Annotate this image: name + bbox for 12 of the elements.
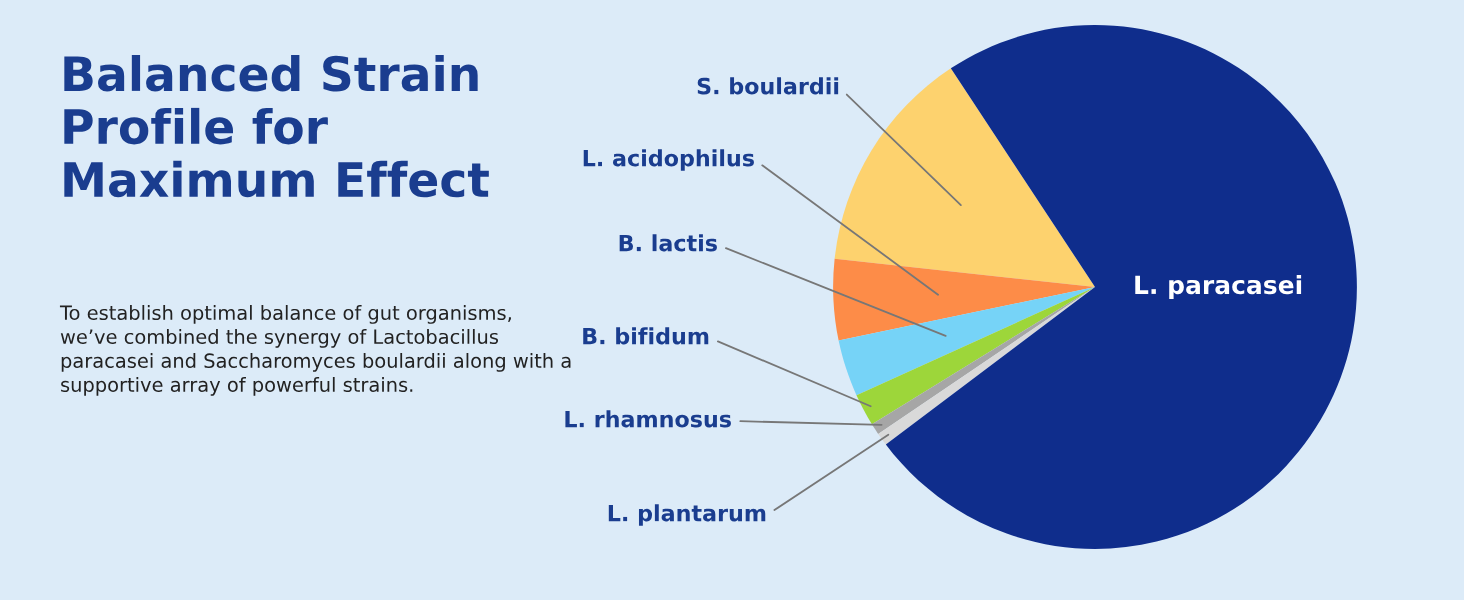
pie-slice [838,287,1095,396]
slice-label: L. paracasei [1135,274,1302,300]
pie-slice [833,258,1095,341]
slice-label: L. acidophilus [583,149,754,171]
slice-label: L. plantarum [608,504,766,526]
text: To establish optimal balance of gut organisms, we’ve combined the synergy of Lactobacillus paracasei and Saccharomyces boulardii along with a supportive array of powerful strains. [59,305,571,396]
text: Balanced Strain Profile for Maximum Effect [64,55,489,198]
slice-label: B. bifidum [583,327,709,345]
slice-label: S. boulardii [697,77,839,95]
slice-label: B. lactis [619,234,717,252]
pie-slice [885,25,1357,549]
slice-label: L. rhamnosus [565,410,731,428]
